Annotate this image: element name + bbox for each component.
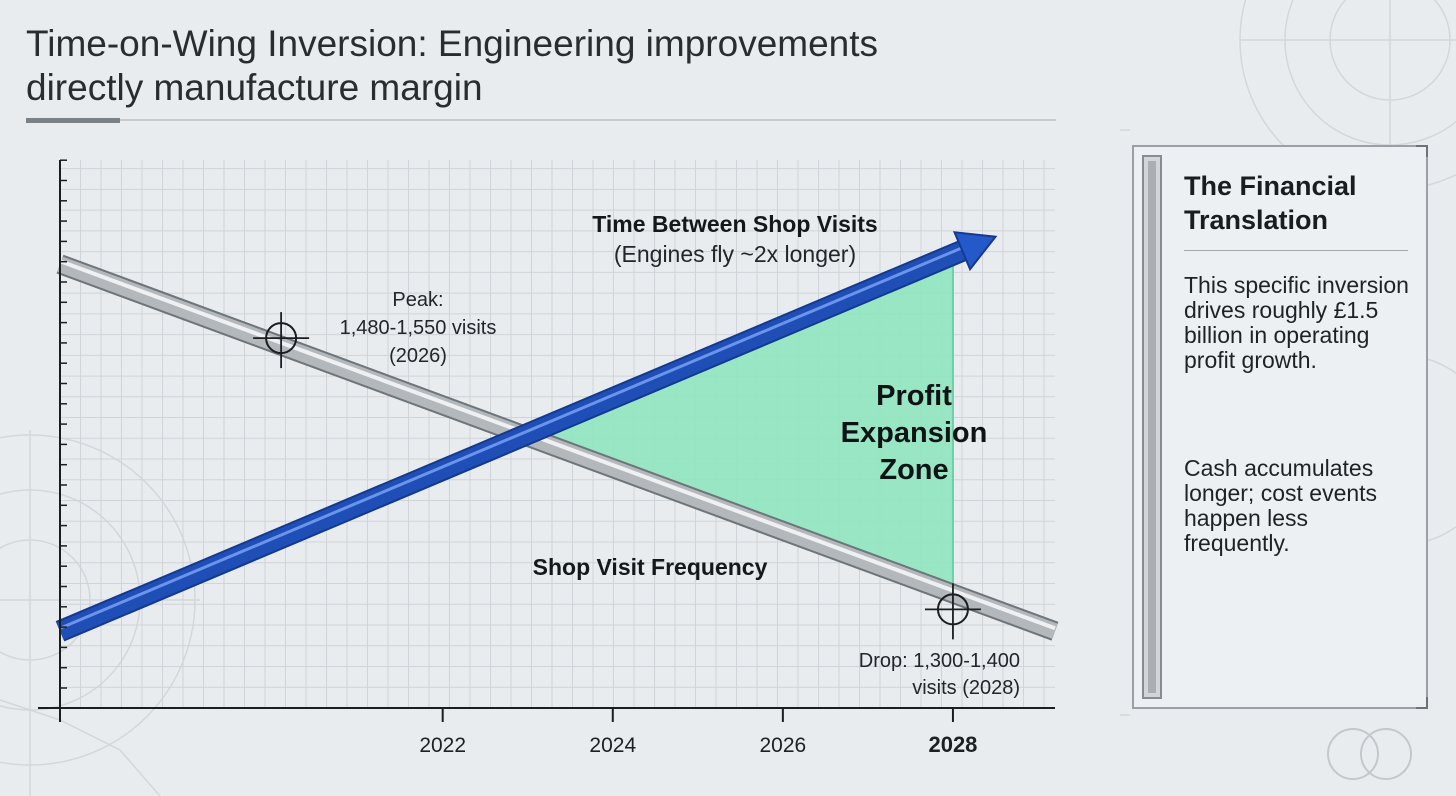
x-tick-label-2022: 2022: [419, 734, 466, 757]
tbsv-shaft: [56, 242, 966, 640]
peak-marker: [253, 312, 310, 369]
zone-label-line-1: Profit: [876, 380, 952, 412]
tbsv-series-label: Time Between Shop Visits: [592, 211, 877, 237]
peak-annotation-line-1: Peak:: [392, 289, 443, 311]
frequency-rod-highlight: [59, 259, 1056, 631]
decorative-rings: [1327, 728, 1412, 780]
x-axis-tick-labels: 2022 2024 2026 2028: [419, 732, 977, 757]
panel-corner-top-right: [1416, 145, 1428, 157]
tbsv-arrowhead: [952, 231, 998, 272]
financial-translation-panel: The Financial Translation This specific …: [1132, 145, 1428, 709]
page-title-line-1: Time-on-Wing Inversion: Engineering impr…: [26, 23, 879, 64]
panel-corner-bottom-right: [1416, 697, 1428, 709]
panel-paragraph-1: This specific inversion drives roughly £…: [1184, 272, 1409, 373]
peak-annotation-line-2: 1,480-1,550 visits: [340, 317, 497, 339]
drop-annotation-line-2: visits (2028): [912, 677, 1020, 699]
tbsv-shaft-highlight: [59, 246, 963, 630]
x-tick-label-2024: 2024: [589, 734, 636, 757]
shop-visit-frequency-line: [56, 254, 1059, 641]
panel-paragraph-2: Cash accumulates longer; cost events hap…: [1184, 455, 1378, 556]
crosshair-markers: [253, 312, 981, 640]
title-divider: [26, 119, 1056, 121]
frequency-rod: [57, 256, 1058, 639]
tbsv-series-subtitle: (Engines fly ~2x longer): [614, 241, 856, 267]
inversion-chart: Time Between Shop Visits (Engines fly ~2…: [38, 159, 1059, 757]
zone-label-line-2: Expansion: [841, 417, 988, 449]
zone-label-line-3: Zone: [879, 454, 948, 486]
x-tick-label-2028: 2028: [928, 732, 977, 757]
panel-accent-bar: [1142, 155, 1162, 699]
frequency-series-label: Shop Visit Frequency: [533, 554, 768, 580]
profit-expansion-zone: [524, 254, 953, 594]
time-between-shop-visits-line: [55, 231, 998, 642]
drop-annotation-line-1: Drop: 1,300-1,400: [859, 650, 1020, 672]
panel-title: The Financial Translation: [1184, 171, 1357, 235]
drop-marker: [924, 583, 981, 640]
page-title: Time-on-Wing Inversion: Engineering impr…: [26, 22, 1026, 110]
title-divider-accent: [26, 118, 120, 123]
x-tick-label-2026: 2026: [760, 734, 807, 757]
peak-annotation-line-3: (2026): [389, 345, 447, 367]
chart-axes: [38, 159, 1055, 722]
page-title-line-2: directly manufacture margin: [26, 67, 483, 108]
panel-divider: [1184, 250, 1408, 251]
